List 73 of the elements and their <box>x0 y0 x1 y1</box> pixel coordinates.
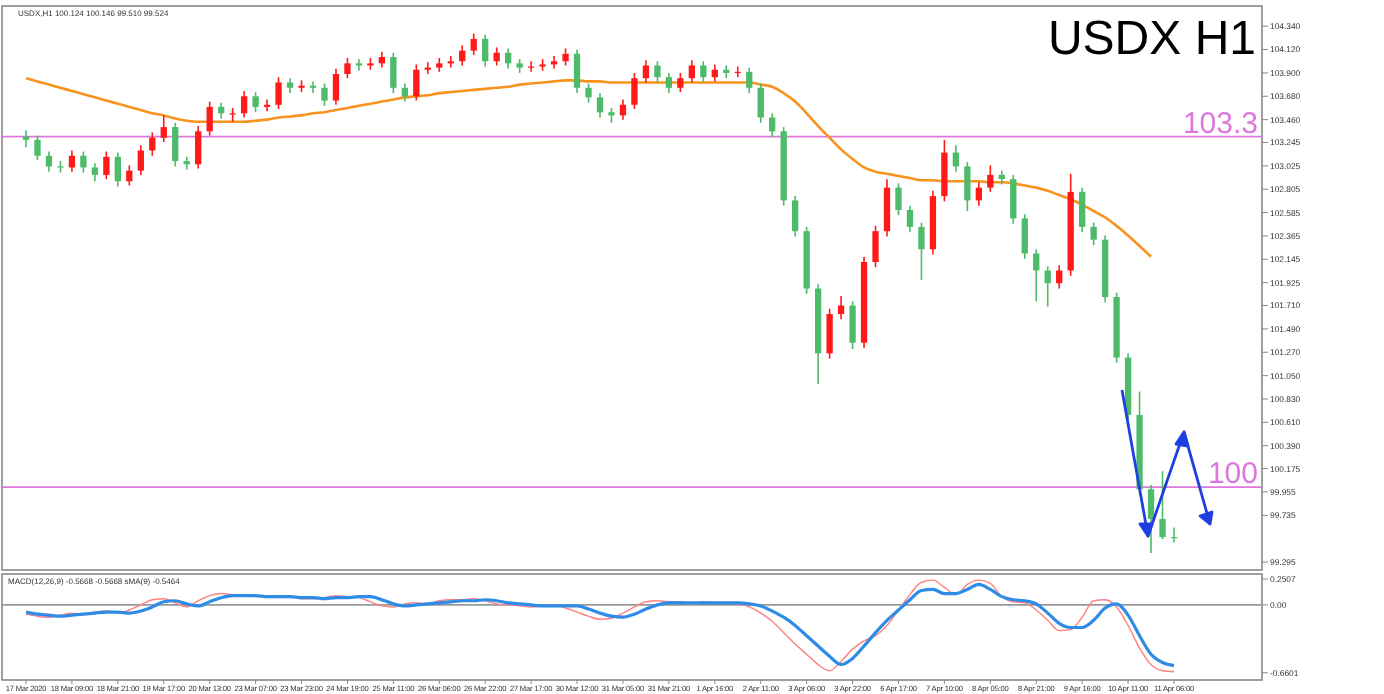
candlestick <box>975 181 982 207</box>
candlestick <box>700 60 707 84</box>
candlestick <box>424 61 431 75</box>
candlestick <box>1079 186 1086 234</box>
candlestick <box>22 129 30 149</box>
candlestick <box>573 48 581 94</box>
candlestick <box>1147 484 1155 554</box>
candlestick <box>941 139 948 203</box>
candlestick <box>321 82 328 107</box>
candlestick <box>263 98 271 112</box>
candlestick <box>332 67 340 106</box>
candlestick <box>654 60 661 84</box>
candlestick <box>631 72 638 110</box>
candlestick <box>505 47 512 70</box>
candlestick <box>482 33 489 68</box>
candlestick <box>240 90 248 119</box>
candlestick <box>769 112 776 138</box>
candlestick <box>114 151 121 188</box>
candlestick <box>1044 265 1051 308</box>
candlestick <box>34 134 41 161</box>
candlestick <box>344 57 351 80</box>
candlestick <box>470 32 477 56</box>
candlestick <box>45 150 53 173</box>
candlestick <box>677 72 684 93</box>
candlestick <box>665 72 673 94</box>
candlestick <box>596 92 604 119</box>
chart-title: USDX H1 <box>1047 12 1256 66</box>
candlestick <box>883 178 891 238</box>
candlestick <box>1021 213 1028 260</box>
candlestick <box>723 64 730 80</box>
ref-line-label: 100 <box>1207 457 1258 492</box>
candlestick <box>1056 264 1063 290</box>
candlestick <box>1033 248 1040 303</box>
candlestick <box>792 195 799 238</box>
ref-line-label: 103.3 <box>1182 106 1258 141</box>
candlestick <box>1010 174 1017 225</box>
candlestick <box>872 225 879 269</box>
candlestick <box>275 76 282 110</box>
candlestick <box>1090 221 1097 246</box>
candlestick <box>550 55 558 70</box>
candlestick <box>126 164 133 187</box>
candlestick <box>895 182 902 217</box>
candlestick <box>137 144 144 176</box>
candlestick <box>447 55 454 69</box>
candlestick <box>642 59 650 84</box>
candlestick <box>826 307 833 360</box>
candlestick <box>1159 470 1166 540</box>
candlestick <box>619 98 627 121</box>
candlestick <box>355 58 363 72</box>
candlestick <box>91 162 99 183</box>
candlestick <box>585 82 592 104</box>
candlestick <box>183 156 190 171</box>
candlestick <box>906 204 914 234</box>
candlestick <box>252 91 259 114</box>
candlestick <box>160 114 167 143</box>
candlestick <box>149 131 156 157</box>
candlestick <box>746 66 753 94</box>
candlestick <box>918 221 925 281</box>
candlestick <box>688 59 695 84</box>
candlestick <box>172 122 179 168</box>
candlestick <box>309 80 317 94</box>
candlestick <box>987 164 994 193</box>
candlestick <box>459 44 466 67</box>
candlestick <box>390 51 397 94</box>
candlestick <box>849 300 856 350</box>
candlestick <box>757 82 764 124</box>
candlestick <box>952 144 960 173</box>
candlestick <box>103 150 110 180</box>
candlestick <box>195 125 202 170</box>
candlestick <box>964 161 971 212</box>
candlestick <box>206 100 213 137</box>
candlestick <box>80 150 87 174</box>
candlestick <box>413 63 420 102</box>
